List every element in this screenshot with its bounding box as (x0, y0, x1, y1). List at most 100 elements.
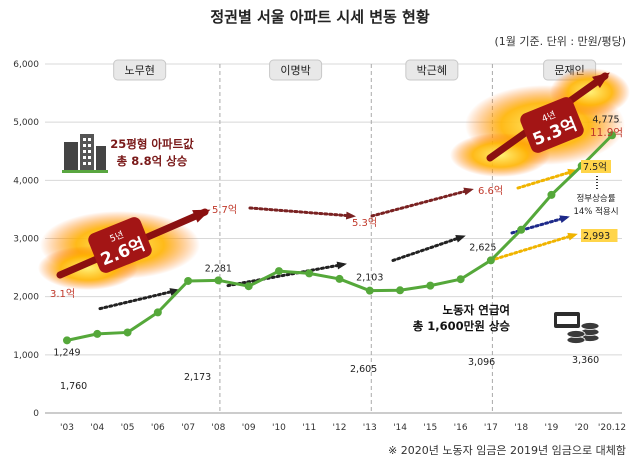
series (63, 131, 616, 345)
apartment-price-label: 2,281 (205, 263, 232, 274)
x-tick-label: '18 (514, 423, 528, 433)
president-box (269, 59, 323, 81)
wage-arrow-head (169, 288, 180, 296)
apartment-price-label: 2,625 (469, 242, 496, 253)
icons (62, 134, 600, 344)
apartment-price-point (396, 286, 405, 295)
building-block (96, 146, 106, 170)
building-window (83, 144, 86, 147)
price-arrow-pgh (370, 188, 472, 218)
wage-annotation-line1: 노동자 연급여 (443, 303, 510, 317)
y-tick-label: 1,000 (13, 351, 39, 361)
president-name: 박근혜 (417, 64, 447, 77)
projection-arrow-price (516, 169, 576, 190)
apartment-price-point (456, 275, 465, 284)
price-25py-label: 11.9억 (590, 127, 623, 139)
building-window (88, 138, 91, 141)
wage-annotation-line2: 총 1,600만원 상승 (413, 319, 511, 333)
projection-arrow-wage (489, 233, 576, 262)
apartment-price-point (93, 329, 102, 338)
wage-label: 2,605 (350, 364, 377, 375)
president-box (405, 59, 459, 81)
data-labels: 1,249 2,281 2,103 2,625 4,775 1,760 2,173 2,605… (50, 114, 623, 392)
wage-label: 3,096 (468, 357, 495, 368)
building-icon (62, 134, 108, 173)
x-tick-label: '14 (393, 423, 407, 433)
apartment-price-point (153, 308, 162, 317)
footnote: ※ 2020년 노동자 임금은 2019년 임금으로 대체함 (388, 444, 626, 457)
price-arrow-pgh-head (463, 187, 474, 196)
building-ground (62, 170, 108, 173)
wage-label: 3,360 (572, 355, 599, 366)
money-bill-face (557, 316, 577, 324)
president-name: 노무현 (124, 64, 154, 77)
price-arrow-lmb (248, 206, 354, 218)
y-tick-label: 2,000 (13, 293, 39, 303)
building-window (88, 150, 91, 153)
wage-arrow (98, 289, 178, 311)
building-window (88, 156, 91, 159)
apartment-price-point (426, 281, 435, 290)
apartment-price-point (608, 131, 616, 140)
building-window (83, 150, 86, 153)
projection-label: 7.5억 (583, 161, 607, 173)
building-window (83, 138, 86, 141)
apartment-price-point (365, 286, 374, 295)
projection-note-line2: 14% 적용시 (573, 206, 618, 217)
apartment-price-point (305, 269, 314, 278)
badge-box (520, 97, 584, 153)
president-name: 이명박 (280, 64, 310, 77)
building-block (80, 134, 94, 170)
y-tick-label: 3,000 (13, 235, 39, 245)
coin (580, 322, 600, 330)
x-tick-label: '12 (333, 423, 347, 433)
badge-years: 5년 (108, 229, 125, 244)
apartment-price-point (517, 225, 526, 234)
x-tick-label: '08 (211, 423, 225, 433)
moon-increase-arrow-head (592, 72, 610, 88)
y-tick-label: 0 (33, 409, 39, 419)
president-box (113, 59, 167, 81)
wage-arrow-head (455, 235, 466, 243)
price-25py-label: 6.6억 (478, 185, 503, 197)
wage-arrow-recent-head (559, 215, 570, 223)
apartment-price-point (335, 274, 344, 283)
building-window (83, 162, 86, 165)
apartment-annotation-line2: 총 8.8억 상승 (117, 154, 188, 168)
trend-arrows: 5년2.6억 4년5.3억 (56, 72, 610, 311)
increase-badge: 4년5.3억 (520, 97, 584, 153)
x-tick-label: '16 (454, 423, 468, 433)
apartment-price-point (547, 190, 556, 199)
apartment-price-point (184, 276, 193, 285)
increase-badge: 5년2.6억 (88, 217, 152, 273)
projection-note-line1: 정부상승률 (576, 193, 615, 204)
unit-note: (1월 기준. 단위 : 만원/평당) (494, 35, 626, 48)
y-tick-label: 4,000 (13, 176, 39, 186)
x-tick-label: '09 (242, 423, 256, 433)
x-tick-label: '05 (121, 423, 135, 433)
x-tick-label: '04 (90, 423, 104, 433)
money-icon (554, 312, 600, 344)
apartment-price-point (274, 267, 283, 276)
wage-arrow (391, 235, 464, 262)
projection-arrow-wage-head (567, 232, 578, 241)
wage-arrow (226, 262, 345, 288)
x-tick-label: '13 (363, 423, 377, 433)
building-block (64, 142, 78, 170)
apartment-price-point (63, 336, 71, 345)
building-window (83, 156, 86, 159)
price-25py-label: 5.3억 (352, 217, 377, 229)
x-tick-label: '03 (60, 423, 74, 433)
apartment-price-point (244, 282, 253, 291)
x-tick-label: '06 (151, 423, 165, 433)
coin (566, 330, 586, 338)
projection-box (581, 229, 618, 242)
x-tick-label: '07 (181, 423, 195, 433)
wage-label: 1,760 (60, 381, 87, 392)
price-25py-label: 5.7억 (212, 204, 237, 216)
x-tick-label: '10 (272, 423, 286, 433)
x-tick-label: '17 (484, 423, 498, 433)
x-axis: '03 '04 '05 '06 '07 '08 '09 '10 '11 '12 '13 '14 '15 '… (60, 423, 626, 433)
x-tick-label: '20 (575, 423, 589, 433)
